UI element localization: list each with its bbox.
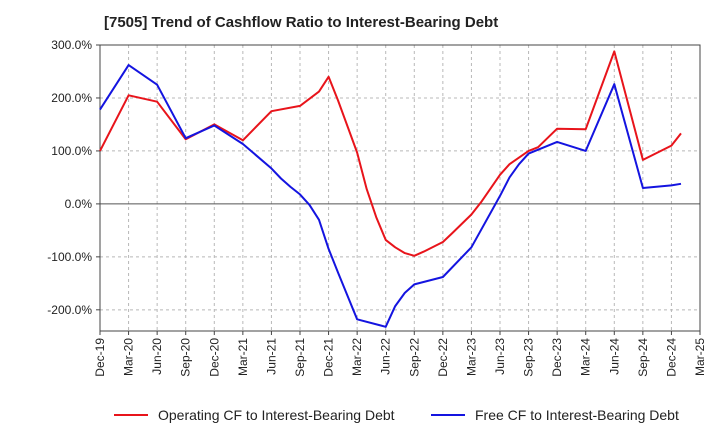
legend-swatch-operating-cf — [114, 414, 148, 416]
legend-label-operating-cf: Operating CF to Interest-Bearing Debt — [158, 407, 395, 423]
y-tick-label: -100.0% — [47, 250, 92, 264]
plot-frame — [99, 44, 701, 332]
x-tick-label: Jun-22 — [379, 338, 393, 375]
y-tick-label: 200.0% — [51, 91, 92, 105]
chart-title: [7505] Trend of Cashflow Ratio to Intere… — [104, 14, 499, 31]
series-line-operating-cf — [99, 50, 682, 257]
y-tick-label: 300.0% — [51, 38, 92, 52]
x-tick-label: Sep-21 — [293, 338, 307, 377]
x-tick-label: Dec-23 — [550, 338, 564, 377]
legend-label-free-cf: Free CF to Interest-Bearing Debt — [475, 407, 679, 423]
x-tick-label: Mar-25 — [693, 338, 707, 376]
x-tick-label: Sep-24 — [636, 338, 650, 377]
x-tick-label: Sep-22 — [407, 338, 421, 377]
x-tick-label: Sep-20 — [179, 338, 193, 377]
legend-item-free-cf: Free CF to Interest-Bearing Debt — [431, 405, 679, 425]
x-tick-label: Dec-21 — [322, 338, 336, 377]
x-tick-label: Dec-19 — [93, 338, 107, 377]
x-tick-label: Mar-24 — [579, 338, 593, 376]
x-tick-label: Dec-20 — [207, 338, 221, 377]
x-tick-label: Dec-24 — [664, 338, 678, 377]
x-tick-label: Jun-23 — [493, 338, 507, 375]
x-tick-label: Mar-21 — [236, 338, 250, 376]
x-tick-label: Jun-24 — [607, 338, 621, 375]
series-line-free-cf — [99, 64, 682, 328]
legend-swatch-free-cf — [431, 414, 465, 416]
y-tick-label: 100.0% — [51, 144, 92, 158]
x-tick-label: Mar-20 — [122, 338, 136, 376]
x-tick-label: Dec-22 — [436, 338, 450, 377]
y-tick-label: 0.0% — [65, 197, 93, 211]
x-tick-label: Sep-23 — [522, 338, 536, 377]
x-tick-label: Mar-22 — [350, 338, 364, 376]
x-tick-label: Jun-20 — [150, 338, 164, 375]
legend-item-operating-cf: Operating CF to Interest-Bearing Debt — [114, 405, 395, 425]
x-tick-label: Mar-23 — [464, 338, 478, 376]
x-tick-label: Jun-21 — [264, 338, 278, 375]
y-tick-label: -200.0% — [47, 303, 92, 317]
